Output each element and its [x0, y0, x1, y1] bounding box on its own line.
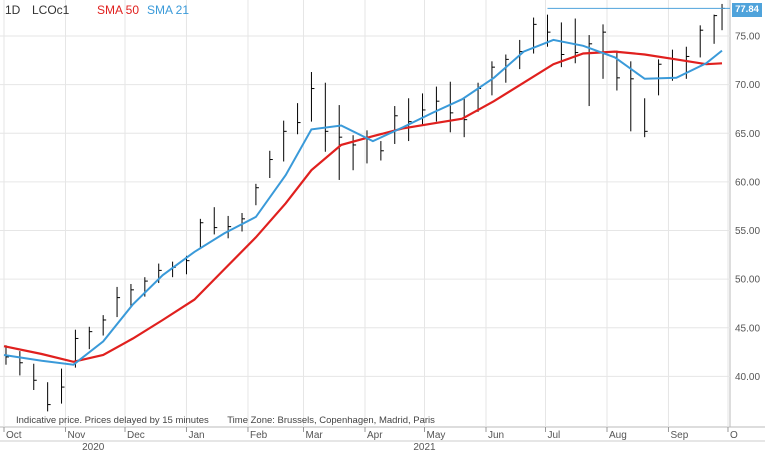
timezone-note: Time Zone: Brussels, Copenhagen, Madrid,… — [227, 415, 435, 426]
year-label: 2020 — [82, 442, 105, 453]
delay-note: Indicative price. Prices delayed by 15 m… — [16, 415, 209, 426]
y-tick-label: 45.00 — [735, 323, 760, 334]
y-tick-label: 50.00 — [735, 275, 760, 286]
x-tick-label: Jul — [548, 430, 561, 441]
x-tick-label: Jan — [188, 430, 204, 441]
sma50-legend[interactable]: SMA 50 — [97, 3, 140, 17]
y-tick-label: 75.00 — [735, 32, 760, 43]
sma50-line — [3, 50, 723, 363]
x-tick-label: Dec — [127, 430, 145, 441]
year-label: 2021 — [413, 442, 436, 453]
instrument-label[interactable]: LCOc1 — [32, 3, 70, 17]
y-tick-label: 65.00 — [735, 129, 760, 140]
y-tick-label: 70.00 — [735, 80, 760, 91]
x-tick-label: Mar — [306, 430, 324, 441]
x-tick-label: Jun — [488, 430, 504, 441]
footer-note: Indicative price. Prices delayed by 15 m… — [16, 415, 451, 426]
sma21-line — [3, 38, 723, 366]
y-tick-label: 55.00 — [735, 226, 760, 237]
last-price-badge: 77.84 — [732, 3, 762, 17]
x-tick-label: Apr — [367, 430, 383, 441]
x-tick-label: Oct — [6, 430, 22, 441]
x-tick-label: May — [427, 430, 446, 441]
y-tick-label: 60.00 — [735, 177, 760, 188]
y-axis: 40.00 45.00 50.00 55.00 60.00 65.00 70.00 75.00 — [735, 32, 760, 383]
x-tick-label: Nov — [67, 430, 85, 441]
x-tick-label: Feb — [250, 430, 268, 441]
chart-grid — [0, 0, 765, 428]
y-tick-label: 40.00 — [735, 372, 760, 383]
x-tick-label: Aug — [609, 430, 627, 441]
x-axis: Oct Nov Dec Jan Feb Mar Apr May Jun Jul Aug Sep O 202… — [0, 427, 765, 453]
interval-label[interactable]: 1D — [5, 3, 21, 17]
x-tick-label: O — [730, 430, 738, 441]
x-tick-label: Sep — [670, 430, 688, 441]
sma21-legend[interactable]: SMA 21 — [147, 3, 190, 17]
